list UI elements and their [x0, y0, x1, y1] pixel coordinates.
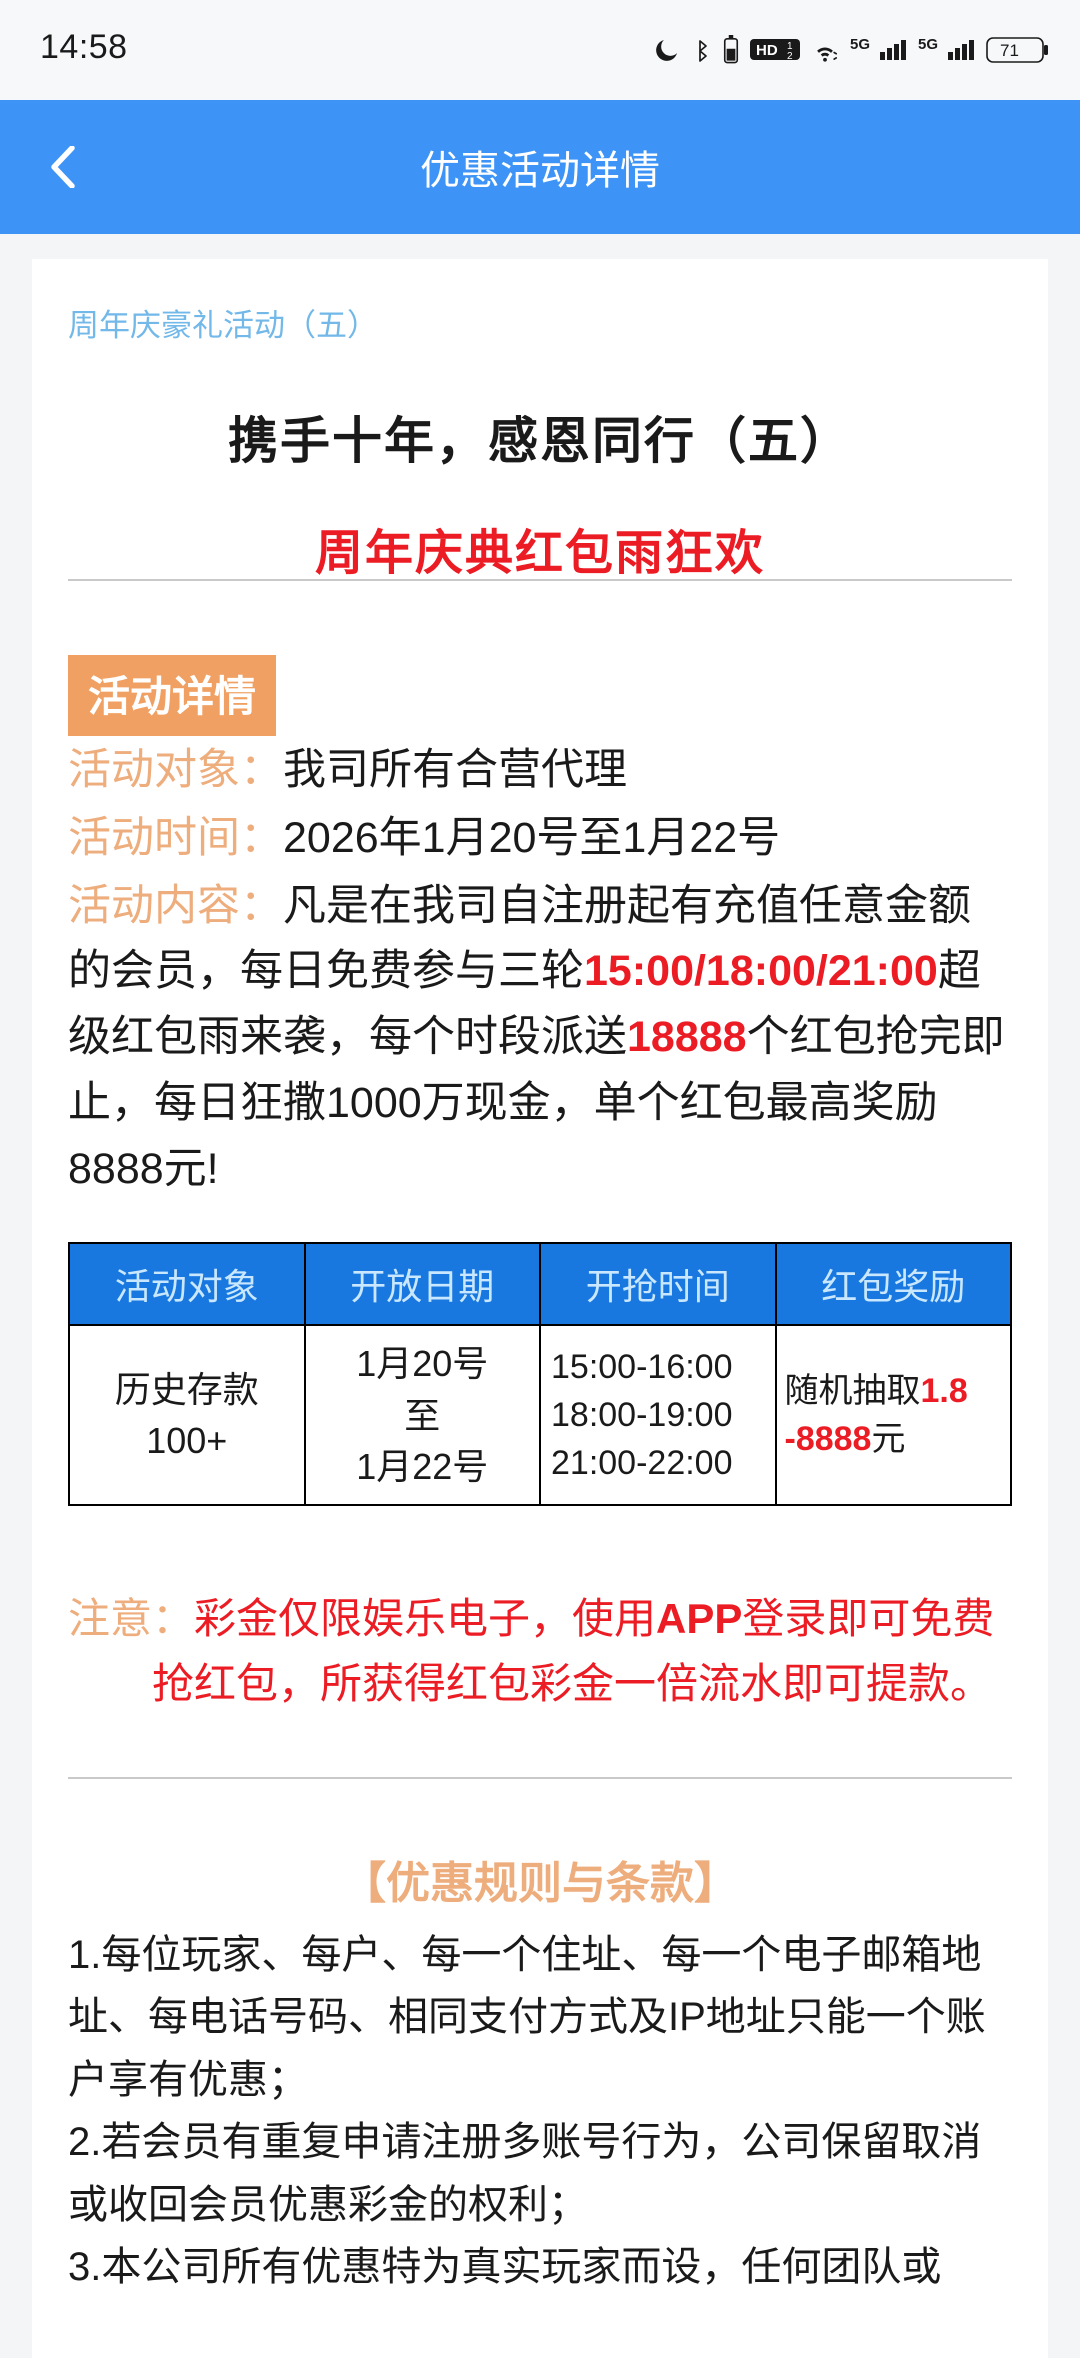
svg-text:71: 71: [1000, 41, 1019, 60]
svg-text:HD: HD: [756, 42, 778, 59]
svg-text:5G: 5G: [918, 36, 938, 53]
svg-text:2: 2: [787, 51, 793, 62]
svg-text:5G: 5G: [850, 36, 870, 53]
